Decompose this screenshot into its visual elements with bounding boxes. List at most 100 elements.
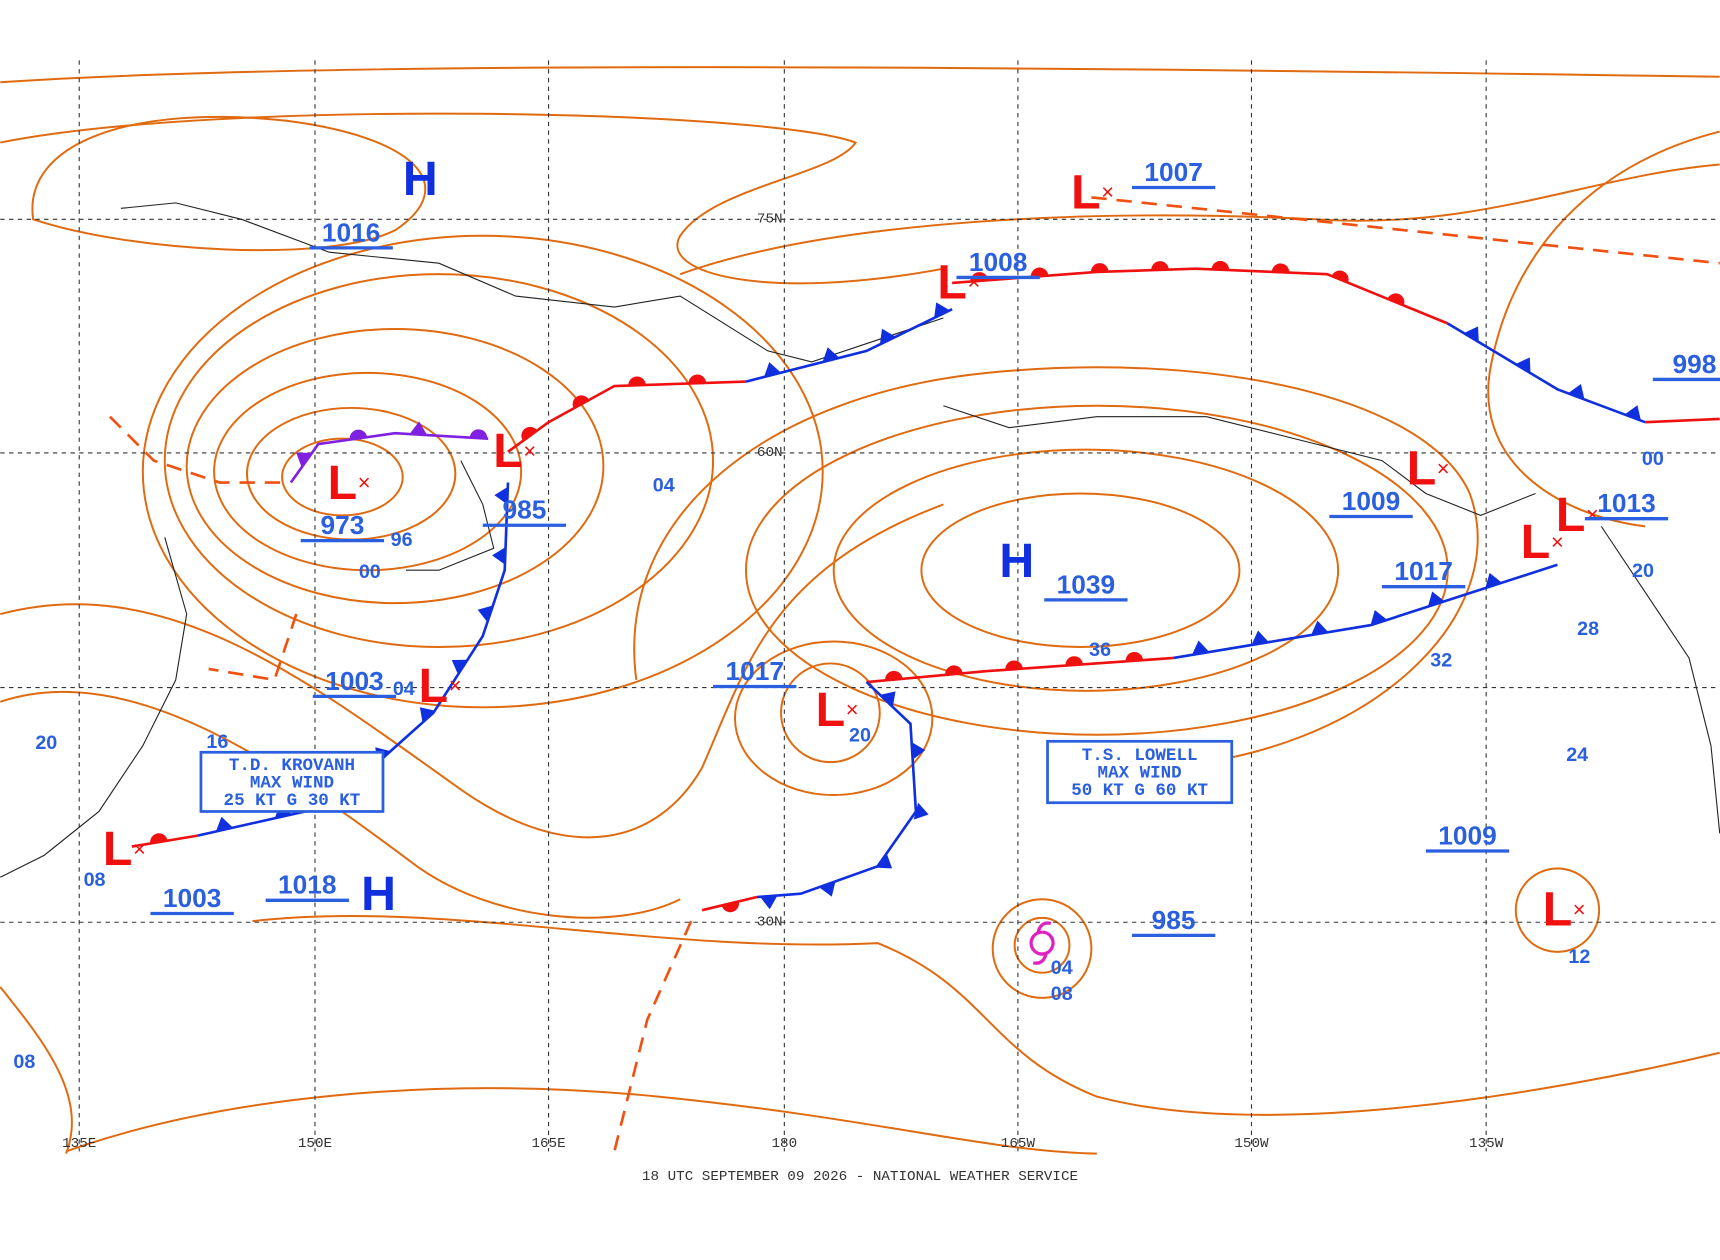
front-symbol xyxy=(934,302,950,319)
pressure-value: 1009 xyxy=(1438,820,1497,850)
low-mark: × xyxy=(449,673,462,698)
pressure-value: 1003 xyxy=(325,666,384,696)
low-mark: × xyxy=(1437,456,1450,481)
front-symbol xyxy=(1311,620,1329,636)
pressure-center: L xyxy=(328,456,357,510)
pressure-value: 1009 xyxy=(1342,486,1401,516)
front-symbol xyxy=(1065,656,1083,666)
pressure-value: 1017 xyxy=(725,656,784,686)
pressure-center: H xyxy=(403,152,438,206)
isobar-label: 16 xyxy=(206,731,228,753)
pressure-value: 998 xyxy=(1673,349,1717,379)
front-symbol xyxy=(819,881,836,897)
front-symbol xyxy=(215,816,233,832)
front-symbol xyxy=(879,328,896,345)
pressure-value: 985 xyxy=(1152,905,1196,935)
pressure-center: L xyxy=(1407,442,1436,496)
front-symbol xyxy=(1125,651,1144,662)
isobar-label: 96 xyxy=(391,529,413,551)
front-symbol xyxy=(880,691,896,708)
storm-boxes: T.D. KROVANH MAX WIND 25 KT G 30 KT T.S.… xyxy=(199,739,1234,813)
latitude-label: 75N xyxy=(757,212,783,228)
longitude-label: 135W xyxy=(1469,1136,1504,1152)
front-symbol xyxy=(296,452,312,468)
front-symbol xyxy=(1251,630,1269,645)
isobar-label: 28 xyxy=(1577,618,1599,640)
pressure-center: L xyxy=(493,424,522,478)
storm-symbol xyxy=(1029,921,1055,965)
front-symbol xyxy=(349,429,368,440)
front-symbol xyxy=(451,659,468,675)
front-symbol xyxy=(409,421,428,436)
front-symbol xyxy=(876,853,893,869)
front-symbol xyxy=(1211,260,1230,271)
pressure-value: 1018 xyxy=(278,870,337,900)
front-symbol xyxy=(885,670,903,681)
isobar-label: 00 xyxy=(359,561,381,583)
front-symbol xyxy=(1192,640,1210,655)
longitude-label: 165W xyxy=(1001,1136,1036,1152)
storm-text: T.S. LOWELL xyxy=(1082,746,1198,766)
storm-text: MAX WIND xyxy=(250,773,334,793)
storm-text: 50 KT G 60 KT xyxy=(1071,781,1208,801)
front-symbol xyxy=(492,547,506,565)
front-symbol xyxy=(477,605,493,623)
pressure-center: L xyxy=(1071,165,1100,219)
pressure-center: H xyxy=(361,867,396,921)
isobar-label: 20 xyxy=(1632,560,1654,582)
front-symbol xyxy=(945,665,963,675)
pressure-center: L xyxy=(103,822,132,876)
storm-box xyxy=(1046,739,1234,805)
front-symbol xyxy=(1271,263,1290,273)
front-symbol xyxy=(1387,293,1405,306)
storm-box xyxy=(199,750,385,813)
pressure-value: 1008 xyxy=(969,247,1028,277)
low-mark: × xyxy=(133,836,146,861)
isobar-label: 12 xyxy=(1568,946,1590,968)
pressure-center: L xyxy=(1521,515,1550,569)
isobar-label: 04 xyxy=(653,474,675,496)
storm-text: 25 KT G 30 KT xyxy=(224,791,361,811)
footer: 18 UTC SEPTEMBER 09 2026 - NATIONAL WEAT… xyxy=(642,1169,1078,1185)
front-symbol xyxy=(1005,660,1023,670)
low-mark: × xyxy=(967,270,980,295)
front-symbol xyxy=(469,429,488,439)
pressure-value: 1003 xyxy=(163,883,222,913)
low-mark: × xyxy=(846,697,859,722)
front-symbol xyxy=(759,895,778,910)
front-symbol xyxy=(1463,326,1479,343)
storm-text: T.D. KROVANH xyxy=(229,756,355,776)
longitude-label: 150W xyxy=(1234,1136,1269,1152)
low-mark: × xyxy=(1573,897,1586,922)
pressure-value: 973 xyxy=(320,510,364,540)
isobar-label: 08 xyxy=(1051,983,1073,1005)
low-mark: × xyxy=(1101,180,1114,205)
front-symbol xyxy=(822,347,840,363)
pressure-center: L xyxy=(1543,883,1572,937)
pressure-value: 1039 xyxy=(1057,569,1116,599)
isobars xyxy=(0,66,1720,1155)
front-symbol xyxy=(1331,270,1349,283)
isobar-label: 04 xyxy=(393,678,415,700)
pressure-center: L xyxy=(816,683,845,737)
front-symbol xyxy=(628,376,646,386)
pressure-center: L xyxy=(937,255,966,309)
pressure-center: H xyxy=(999,534,1034,588)
longitude-label: 135E xyxy=(62,1136,96,1152)
isobar-label: 04 xyxy=(1051,957,1073,979)
front-symbol xyxy=(1624,405,1642,421)
fronts xyxy=(108,196,1720,1152)
front-symbol xyxy=(572,395,590,409)
latitude-label: 60N xyxy=(757,445,783,461)
front-symbol xyxy=(913,802,929,820)
front-symbol xyxy=(764,362,782,378)
front-symbol xyxy=(521,426,538,441)
front-symbol xyxy=(721,901,740,913)
low-mark: × xyxy=(1551,529,1564,554)
isobar-label: 08 xyxy=(13,1051,35,1073)
low-mark: × xyxy=(523,438,536,463)
coastlines xyxy=(0,202,1720,878)
isobar-label: 20 xyxy=(35,732,57,754)
front-symbol xyxy=(1515,357,1531,374)
